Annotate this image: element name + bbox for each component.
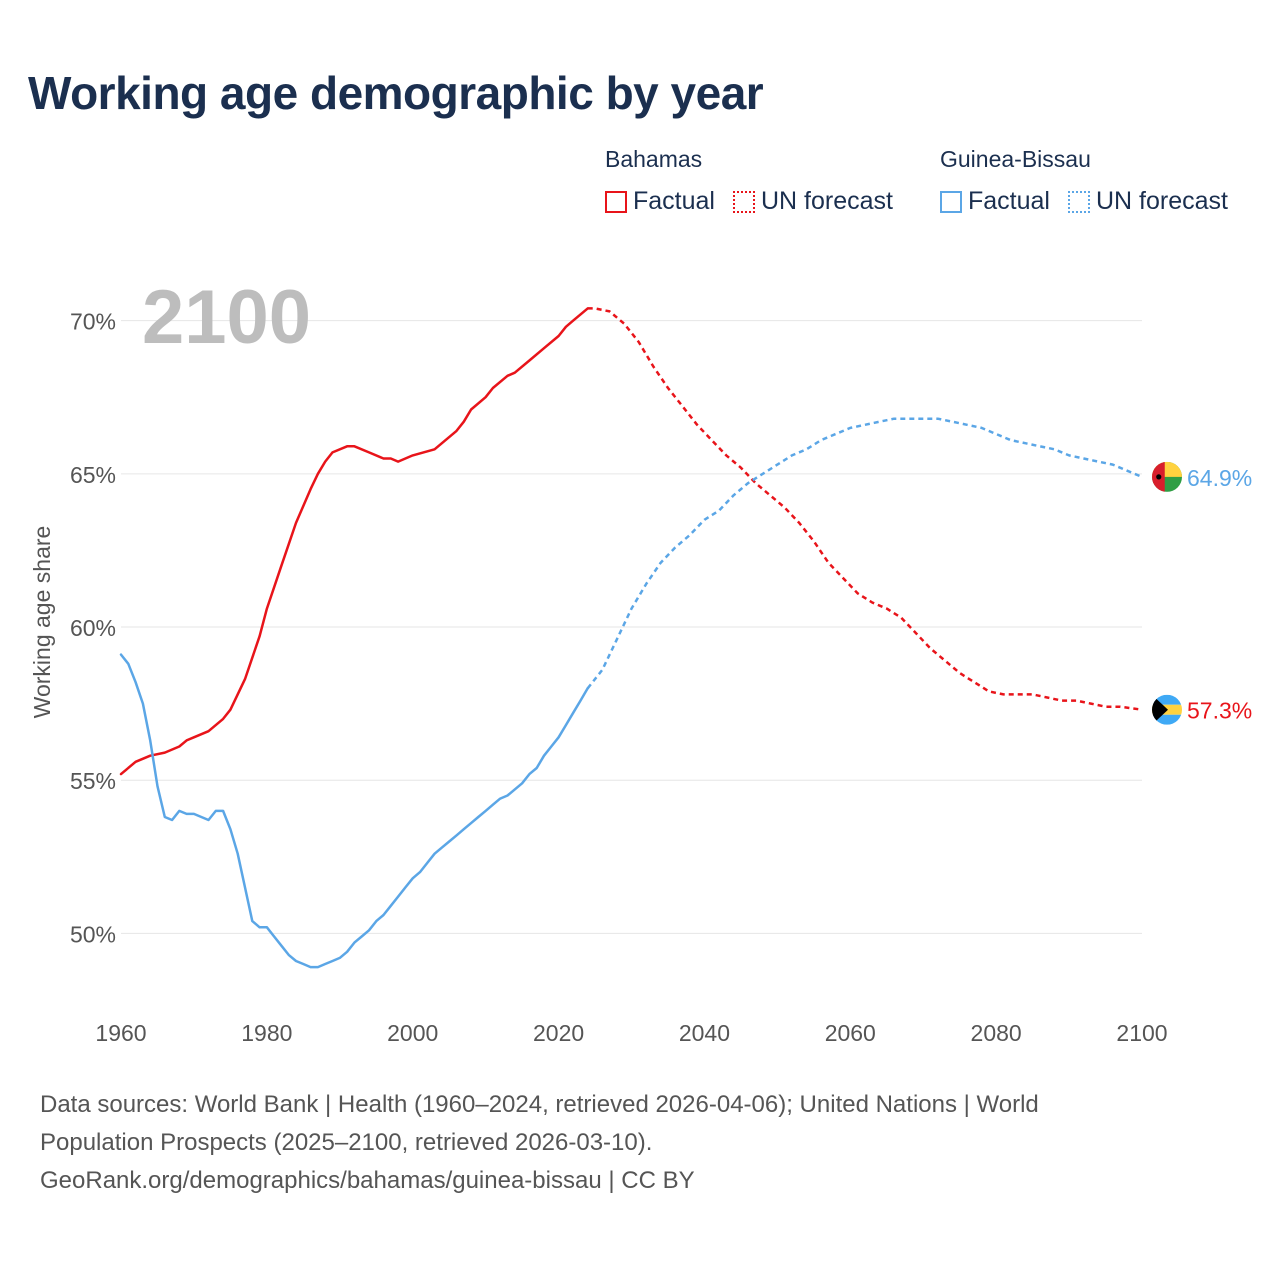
legend-item-factual[interactable]: Factual <box>940 187 1050 216</box>
x-tick-label: 2040 <box>679 1020 730 1046</box>
legend-swatch-dotted <box>732 190 755 213</box>
y-tick-label: 70% <box>70 309 116 335</box>
legend-label: Factual <box>968 187 1050 215</box>
legend-group-bahamas: Bahamas Factual UN forecast <box>605 146 893 216</box>
legend-swatch-dotted <box>1067 190 1090 213</box>
legend-label: UN forecast <box>760 187 893 215</box>
end-value-label: 64.9% <box>1187 465 1252 491</box>
x-tick-label: 2060 <box>825 1020 876 1046</box>
y-tick-label: 60% <box>70 615 116 641</box>
end-value-label: 57.3% <box>1187 698 1252 724</box>
y-tick-label: 65% <box>70 462 116 488</box>
legend-swatch-solid <box>940 190 962 213</box>
legend-label: UN forecast <box>1095 187 1228 215</box>
x-tick-label: 1960 <box>95 1020 146 1046</box>
footer-link[interactable]: GeoRank.org/demographics/bahamas/guinea-… <box>40 1167 695 1194</box>
legend-group-guinea-bissau: Guinea-Bissau Factual UN forecast <box>940 146 1228 216</box>
series-line-guinea-bissau-factual <box>119 653 589 969</box>
legend-item-forecast[interactable]: UN forecast <box>1067 187 1228 216</box>
y-tick-label: 50% <box>70 921 116 947</box>
x-tick-label: 2100 <box>1116 1020 1167 1046</box>
flag-graphic <box>1152 694 1182 725</box>
y-axis-label: Working age share <box>29 526 55 719</box>
x-tick-label: 2020 <box>533 1020 584 1046</box>
x-tick-label: 1980 <box>241 1020 292 1046</box>
flag-stripe <box>1152 694 1182 705</box>
legend-item-forecast[interactable]: UN forecast <box>732 187 893 216</box>
flag-triangle <box>1152 694 1168 725</box>
y-tick-label: 55% <box>70 768 116 794</box>
legend-label: Factual <box>633 187 715 215</box>
series-line-guinea-bissau-forecast <box>586 417 1143 690</box>
footer-line-2: Population Prospects (2025–2100, retriev… <box>40 1129 653 1156</box>
legend-item-factual[interactable]: Factual <box>605 187 715 216</box>
flag-graphic <box>1152 461 1182 492</box>
footer-line-1: Data sources: World Bank | Health (1960–… <box>40 1091 1039 1118</box>
series-line-bahamas-factual <box>119 307 589 776</box>
legend-swatch-solid <box>605 190 627 213</box>
bahamas-flag-icon <box>1152 694 1182 725</box>
year-watermark: 2100 <box>142 275 311 360</box>
series-line-bahamas-forecast <box>587 307 1143 711</box>
flag-star <box>1156 474 1162 480</box>
page-title: Working age demographic by year <box>28 67 764 119</box>
guinea-bissau-flag-icon <box>1152 461 1182 492</box>
legend-country-label: Guinea-Bissau <box>940 146 1091 172</box>
x-tick-label: 2080 <box>971 1020 1022 1046</box>
x-tick-label: 2000 <box>387 1020 438 1046</box>
data-source-footer: Data sources: World Bank | Health (1960–… <box>40 1086 1240 1200</box>
flag-stripe <box>1152 714 1182 725</box>
legend-country-label: Bahamas <box>605 146 703 172</box>
